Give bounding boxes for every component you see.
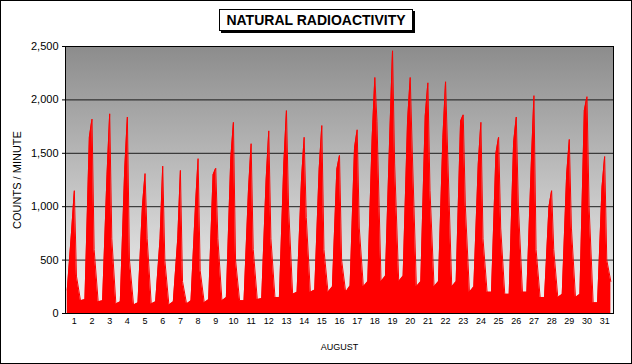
svg-text:COUNTS / MINUTE: COUNTS / MINUTE — [11, 131, 23, 229]
svg-text:16: 16 — [334, 316, 344, 326]
svg-text:18: 18 — [370, 316, 380, 326]
svg-text:29: 29 — [564, 316, 574, 326]
svg-text:27: 27 — [529, 316, 539, 326]
svg-text:7: 7 — [178, 316, 183, 326]
svg-text:1,500: 1,500 — [31, 147, 59, 159]
svg-text:21: 21 — [423, 316, 433, 326]
svg-text:30: 30 — [582, 316, 592, 326]
svg-text:13: 13 — [281, 316, 291, 326]
svg-text:15: 15 — [317, 316, 327, 326]
svg-text:1,000: 1,000 — [31, 200, 59, 212]
svg-text:9: 9 — [213, 316, 218, 326]
svg-text:20: 20 — [405, 316, 415, 326]
svg-text:14: 14 — [299, 316, 309, 326]
svg-text:11: 11 — [246, 316, 255, 326]
svg-text:5: 5 — [143, 316, 148, 326]
svg-text:2,000: 2,000 — [31, 93, 59, 105]
svg-text:28: 28 — [547, 316, 557, 326]
svg-text:31: 31 — [600, 316, 610, 326]
svg-text:22: 22 — [441, 316, 451, 326]
html-text:NATURAL RADIOACTIVITY: NATURAL RADIOACTIVITY — [226, 12, 406, 28]
svg-text:2,500: 2,500 — [31, 40, 59, 52]
svg-text:12: 12 — [264, 316, 274, 326]
svg-text:17: 17 — [352, 316, 362, 326]
svg-text:6: 6 — [160, 316, 165, 326]
svg-text:500: 500 — [40, 254, 58, 266]
svg-text:0: 0 — [52, 307, 58, 319]
svg-text:19: 19 — [388, 316, 398, 326]
svg-text:26: 26 — [511, 316, 521, 326]
svg-text:3: 3 — [107, 316, 112, 326]
svg-text:4: 4 — [125, 316, 130, 326]
svg-text:25: 25 — [494, 316, 504, 326]
svg-text:AUGUST: AUGUST — [321, 342, 359, 352]
svg-text:10: 10 — [228, 316, 238, 326]
svg-text:2: 2 — [90, 316, 95, 326]
svg-text:1: 1 — [72, 316, 77, 326]
svg-text:23: 23 — [458, 316, 468, 326]
svg-text:24: 24 — [476, 316, 486, 326]
svg-text:8: 8 — [196, 316, 201, 326]
